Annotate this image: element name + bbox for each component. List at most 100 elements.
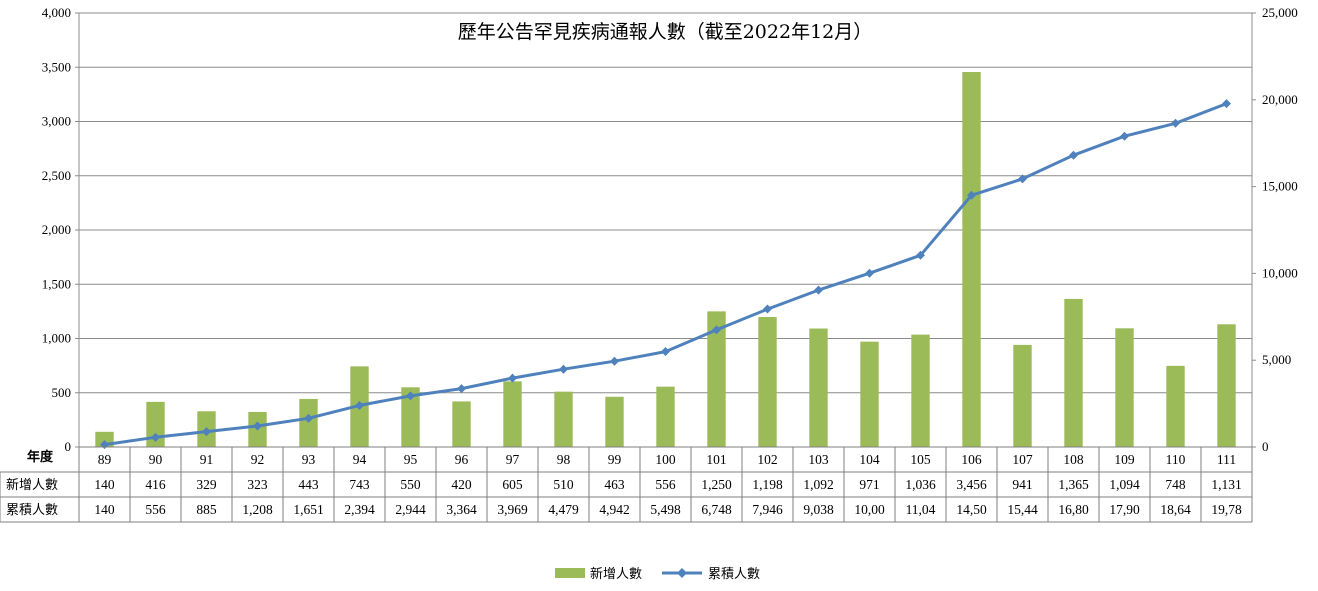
axes: 0 500 1,000 1,500 2,000 2,500 3,000 3,500 4,000 0… [42,5,1298,454]
bar-107 [1013,344,1032,447]
cell-cumulative: 16,80 [1058,502,1089,517]
cell-cumulative: 15,44 [1007,502,1038,517]
point-107 [1018,174,1027,184]
bar-100 [656,386,675,447]
x-tick-label: 101 [706,452,726,467]
cell-new: 1,365 [1058,477,1089,492]
point-91 [202,427,211,437]
right-axis-tick-label: 20,000 [1262,92,1298,107]
bar-106 [962,72,981,448]
point-98 [559,364,568,374]
cell-cumulative: 6,748 [701,502,732,517]
point-99 [610,356,619,366]
cell-cumulative: 11,04 [906,502,936,517]
cell-new: 1,094 [1109,477,1140,492]
x-tick-label: 110 [1166,452,1186,467]
bar-110 [1166,365,1185,447]
x-tick-label: 105 [910,452,931,467]
cell-new: 416 [145,477,166,492]
cell-new: 323 [247,477,268,492]
right-axis-tick-label: 10,000 [1262,265,1298,280]
x-tick-label: 100 [655,452,676,467]
cell-cumulative: 4,479 [548,502,579,517]
point-96 [457,384,466,394]
x-tick-label: 91 [200,452,214,467]
cell-cumulative: 3,364 [446,502,477,517]
cell-cumulative: 3,969 [497,502,528,517]
cell-new: 1,131 [1211,477,1241,492]
point-94 [355,400,364,410]
cell-new: 605 [502,477,523,492]
x-tick-label: 106 [961,452,982,467]
cell-new: 1,036 [905,477,936,492]
point-97 [508,373,517,383]
cell-new: 1,198 [752,477,783,492]
cell-new: 941 [1012,477,1032,492]
point-103 [814,285,823,295]
right-axis-tick-label: 5,000 [1262,352,1291,367]
cell-cumulative: 2,394 [344,502,375,517]
right-axis-tick-label: 25,000 [1262,5,1298,20]
left-axis-tick-label: 1,000 [42,331,71,346]
point-111 [1222,99,1231,109]
left-axis-tick-label: 2,500 [42,168,71,183]
x-tick-label: 94 [353,452,367,467]
right-axis-tick-label: 0 [1262,439,1269,454]
cell-cumulative: 1,208 [242,502,273,517]
legend-line-marker [677,568,687,578]
point-101 [712,325,721,335]
bar-104 [860,341,879,447]
point-95 [406,391,415,401]
x-tick-label: 109 [1114,452,1135,467]
cell-cumulative: 556 [145,502,166,517]
point-100 [661,347,670,357]
left-axis-tick-label: 3,500 [42,59,71,74]
cell-cumulative: 1,651 [293,502,323,517]
cell-new: 743 [349,477,370,492]
cell-cumulative: 885 [196,502,217,517]
cell-cumulative: 9,038 [803,502,834,517]
row-label-cumulative: 累積人數 [6,503,58,518]
cell-new: 1,250 [701,477,732,492]
bar-99 [605,396,624,447]
x-tick-label: 97 [506,452,520,467]
cell-new: 3,456 [956,477,987,492]
cell-cumulative: 5,498 [650,502,681,517]
cell-cumulative: 4,942 [599,502,629,517]
cell-new: 550 [400,477,421,492]
bar-101 [707,311,726,447]
bar-93 [299,398,318,447]
chart-title: 歷年公告罕見疾病通報人數（截至2022年12月） [458,21,873,43]
x-tick-label: 95 [404,452,418,467]
point-106 [967,190,976,200]
cell-cumulative: 14,50 [956,502,987,517]
left-axis-tick-label: 4,000 [42,5,71,20]
cell-new: 329 [196,477,217,492]
point-108 [1069,150,1078,160]
point-110 [1171,118,1180,128]
legend: 新增人數 累積人數 [555,566,760,582]
x-axis-header: 年度 [27,449,54,465]
left-axis-tick-label: 1,500 [42,276,71,291]
x-tick-label: 111 [1217,452,1236,467]
bar-96 [452,401,471,447]
bar-109 [1115,328,1134,447]
cell-cumulative: 7,946 [752,502,783,517]
point-92 [253,421,262,431]
x-tick-label: 90 [149,452,163,467]
cell-new: 510 [553,477,574,492]
point-104 [865,268,874,278]
bar-series [95,72,1236,448]
x-tick-label: 93 [302,452,316,467]
cell-new: 140 [94,477,115,492]
bar-98 [554,391,573,447]
point-90 [151,432,160,442]
legend-line-label: 累積人數 [708,567,760,582]
bar-95 [401,387,420,447]
x-tick-label: 103 [808,452,829,467]
x-tick-label: 107 [1012,452,1033,467]
gridlines [79,12,1252,448]
cell-cumulative: 10,00 [854,502,885,517]
